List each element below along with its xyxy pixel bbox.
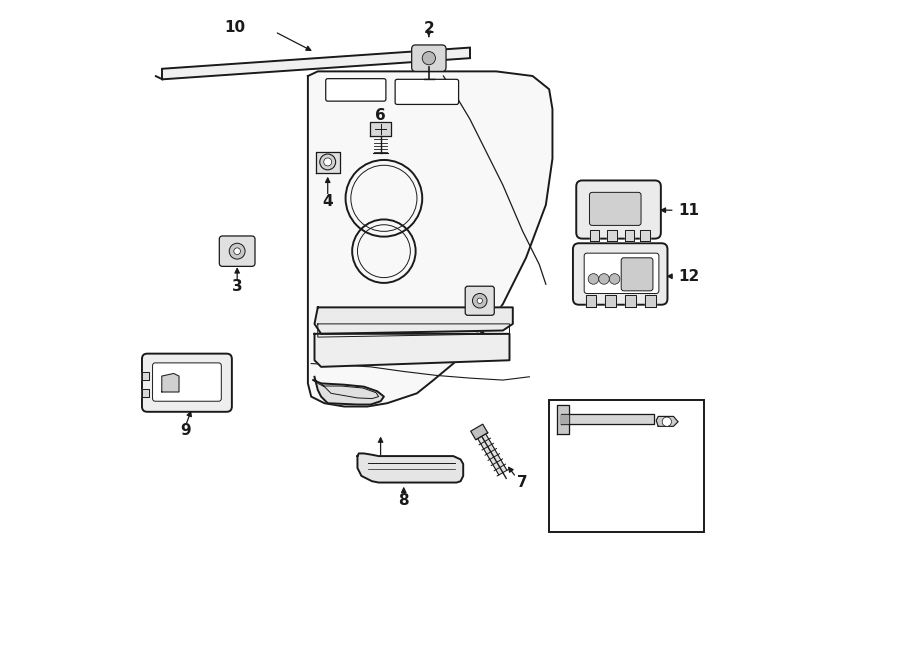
Text: 4: 4 bbox=[322, 194, 333, 209]
Polygon shape bbox=[590, 230, 599, 241]
Polygon shape bbox=[557, 405, 569, 434]
Polygon shape bbox=[162, 373, 179, 392]
Polygon shape bbox=[314, 307, 513, 334]
Polygon shape bbox=[313, 377, 384, 405]
FancyBboxPatch shape bbox=[326, 79, 386, 101]
FancyBboxPatch shape bbox=[220, 236, 255, 266]
Polygon shape bbox=[626, 295, 635, 307]
FancyBboxPatch shape bbox=[153, 363, 221, 401]
FancyBboxPatch shape bbox=[584, 253, 659, 293]
Polygon shape bbox=[478, 434, 507, 475]
Circle shape bbox=[609, 274, 620, 284]
FancyBboxPatch shape bbox=[411, 45, 446, 71]
Polygon shape bbox=[308, 71, 553, 407]
Circle shape bbox=[598, 274, 609, 284]
Circle shape bbox=[324, 158, 332, 166]
Polygon shape bbox=[606, 295, 616, 307]
Polygon shape bbox=[560, 415, 568, 423]
Text: 3: 3 bbox=[232, 280, 242, 294]
Polygon shape bbox=[142, 372, 148, 380]
Polygon shape bbox=[471, 424, 488, 440]
Polygon shape bbox=[314, 334, 509, 367]
Text: 7: 7 bbox=[518, 475, 528, 490]
FancyBboxPatch shape bbox=[142, 354, 232, 412]
FancyBboxPatch shape bbox=[590, 192, 641, 225]
Bar bbox=[549, 400, 705, 532]
Text: 6: 6 bbox=[375, 108, 386, 123]
Polygon shape bbox=[357, 453, 464, 483]
Text: 10: 10 bbox=[225, 20, 246, 35]
Circle shape bbox=[422, 52, 436, 65]
Polygon shape bbox=[561, 414, 653, 424]
Circle shape bbox=[234, 248, 240, 254]
FancyBboxPatch shape bbox=[621, 258, 652, 291]
Polygon shape bbox=[656, 416, 678, 426]
Circle shape bbox=[230, 243, 245, 259]
Polygon shape bbox=[163, 48, 470, 79]
Text: 1: 1 bbox=[375, 465, 386, 480]
Text: 11: 11 bbox=[679, 203, 700, 217]
Circle shape bbox=[588, 274, 598, 284]
Polygon shape bbox=[625, 230, 634, 241]
Text: 5: 5 bbox=[474, 327, 485, 341]
Polygon shape bbox=[586, 295, 596, 307]
Circle shape bbox=[472, 293, 487, 308]
Polygon shape bbox=[316, 152, 339, 173]
Circle shape bbox=[320, 154, 336, 170]
Polygon shape bbox=[608, 230, 616, 241]
Text: 14: 14 bbox=[638, 452, 659, 467]
Text: 2: 2 bbox=[424, 21, 434, 36]
Polygon shape bbox=[142, 389, 148, 397]
Text: 9: 9 bbox=[180, 424, 191, 438]
Text: 13: 13 bbox=[616, 515, 638, 529]
Polygon shape bbox=[370, 122, 392, 136]
Circle shape bbox=[477, 298, 482, 303]
Circle shape bbox=[662, 417, 671, 426]
FancyBboxPatch shape bbox=[465, 286, 494, 315]
Text: 12: 12 bbox=[679, 269, 700, 284]
FancyBboxPatch shape bbox=[576, 180, 661, 239]
Polygon shape bbox=[645, 295, 655, 307]
Text: 8: 8 bbox=[399, 493, 409, 508]
FancyBboxPatch shape bbox=[395, 79, 459, 104]
FancyBboxPatch shape bbox=[573, 243, 668, 305]
Polygon shape bbox=[641, 230, 650, 241]
